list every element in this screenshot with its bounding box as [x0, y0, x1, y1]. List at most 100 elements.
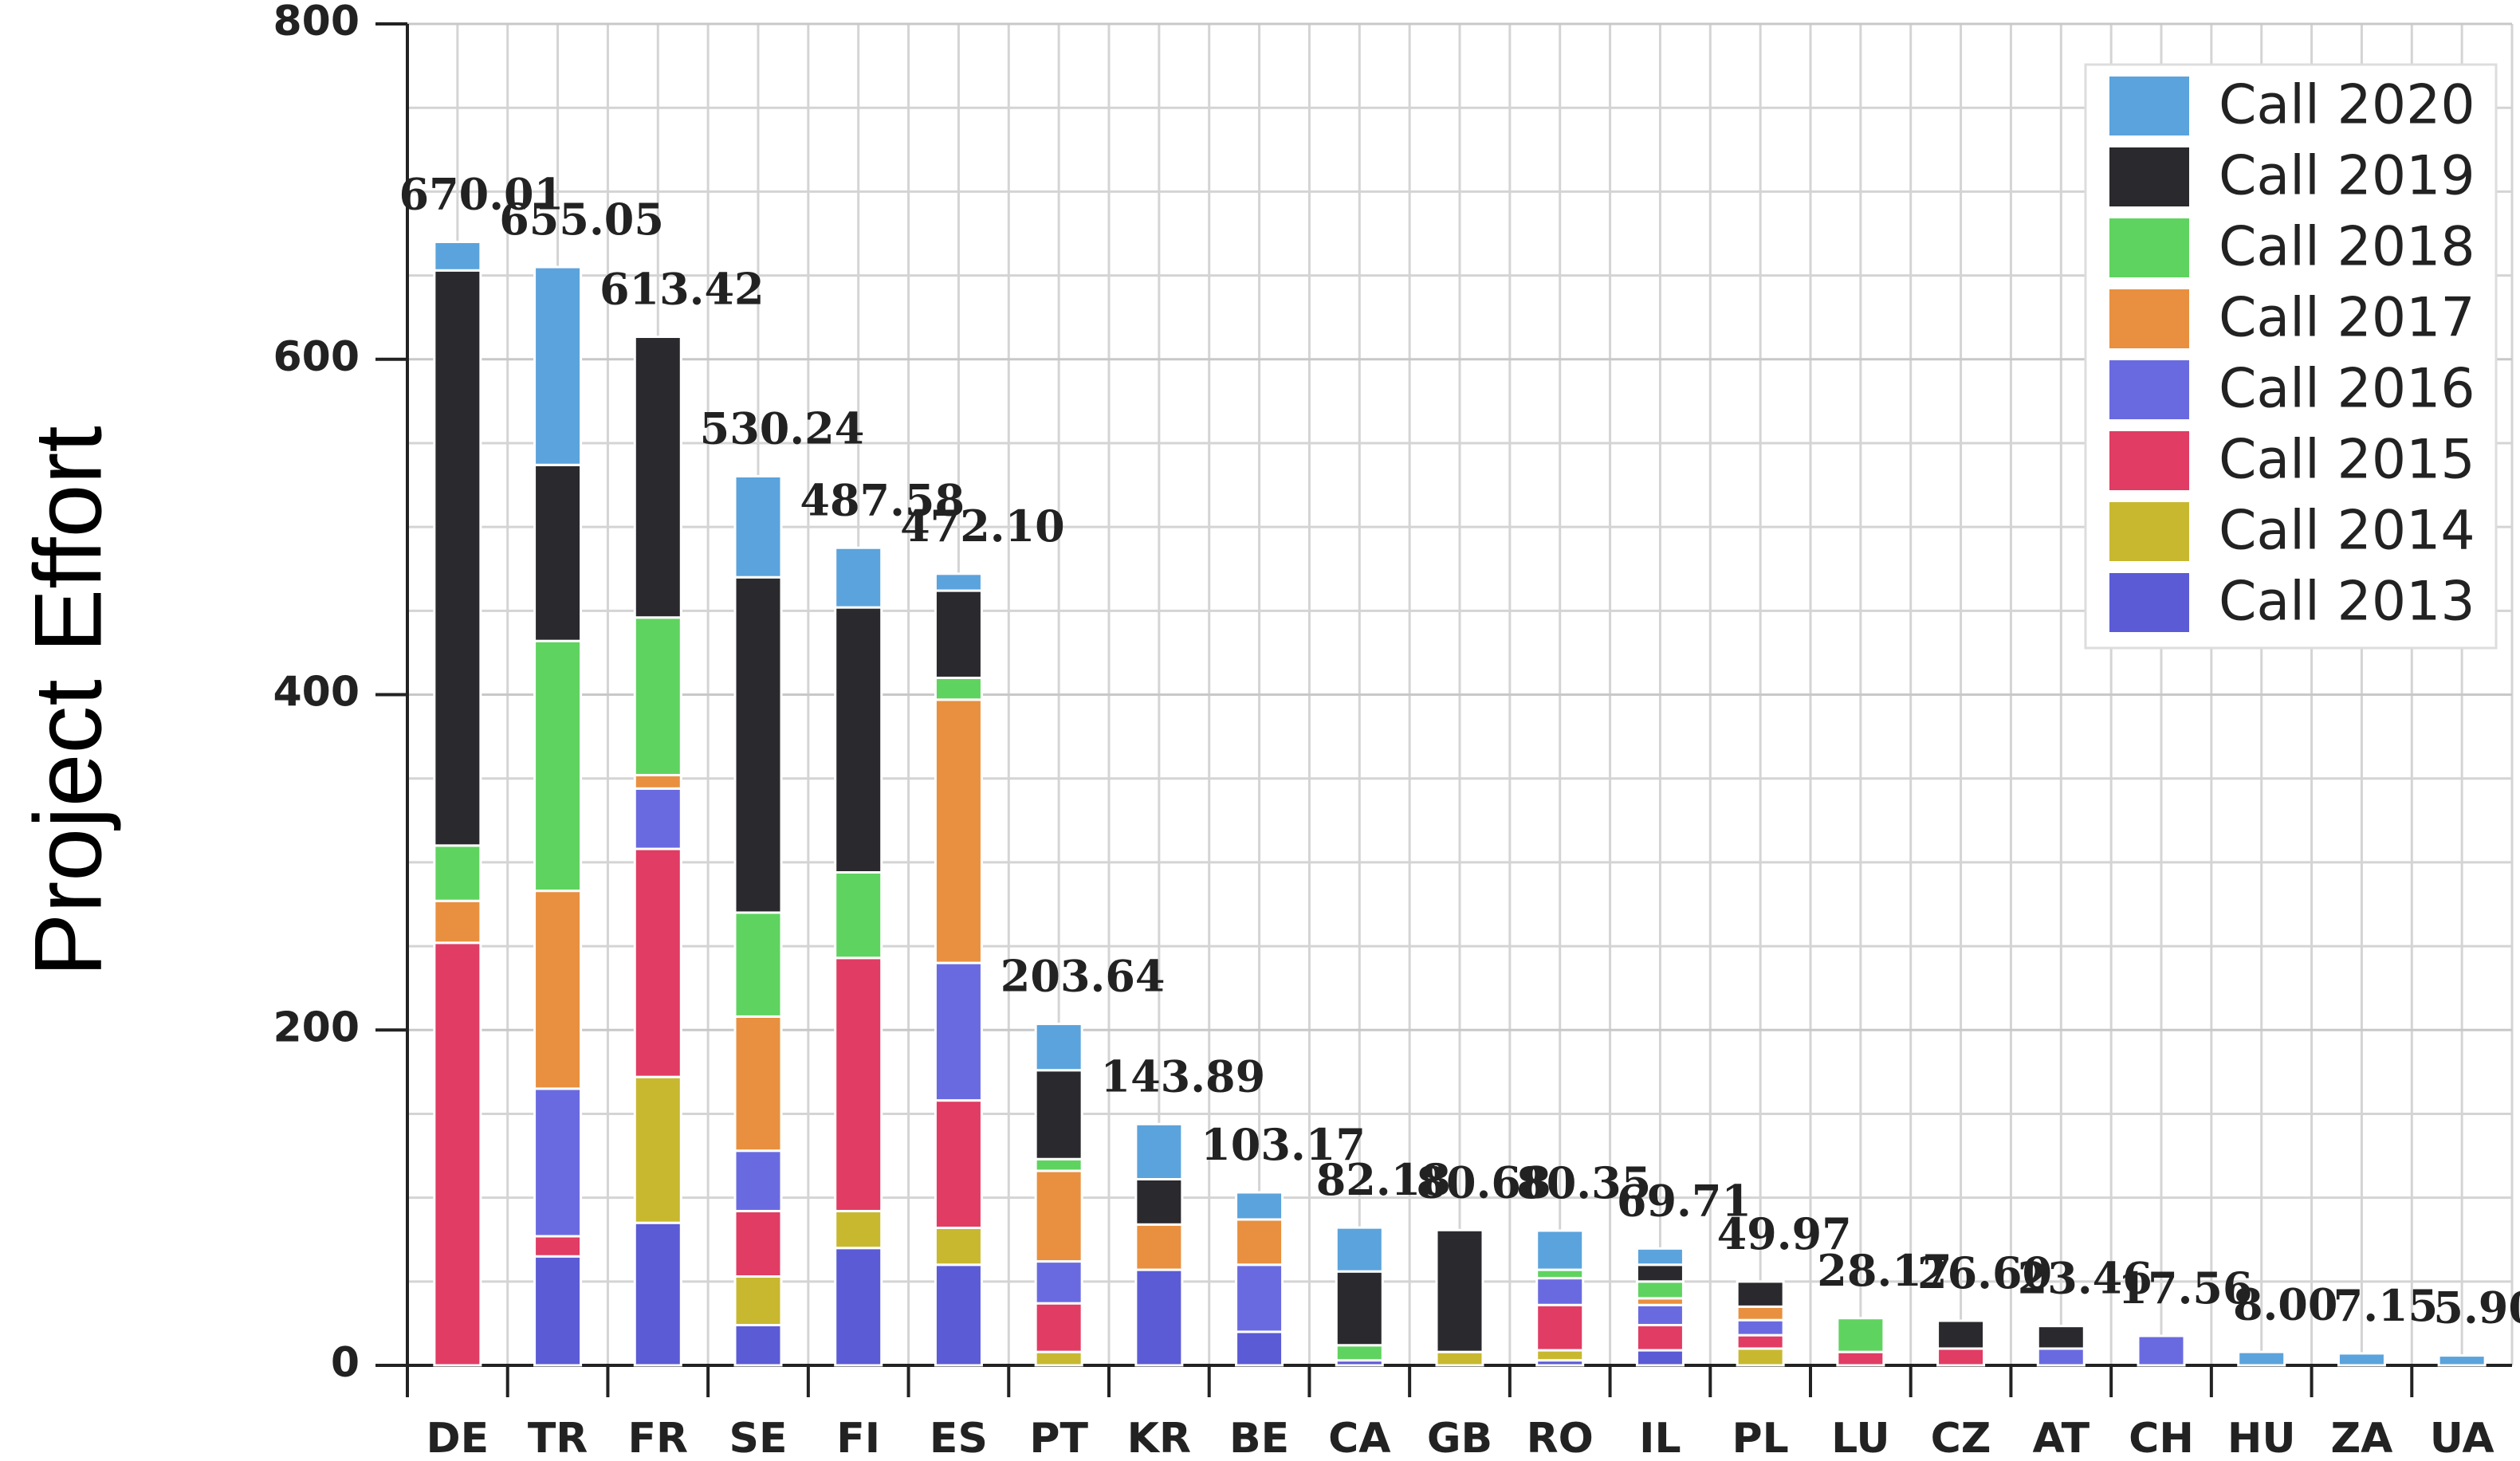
bar-segment [733, 1149, 783, 1212]
x-tick-label: FR [628, 1415, 689, 1461]
bar-segment [733, 1015, 783, 1153]
bar-segment [1235, 1263, 1284, 1333]
bar-segment [1635, 1263, 1685, 1283]
bar-segment [934, 698, 983, 964]
value-label: 28.17 [1817, 1245, 1952, 1296]
legend-swatch [2109, 289, 2189, 348]
bar-segment [1034, 1169, 1083, 1263]
value-label: 80.35 [1516, 1157, 1651, 1208]
value-label: 5.90 [2433, 1282, 2520, 1333]
bar-segment [2337, 1352, 2386, 1367]
bar-segment [533, 1087, 583, 1238]
bar-segment [1535, 1349, 1585, 1362]
bar-segment [1635, 1247, 1685, 1267]
bar-segment [1736, 1318, 1785, 1337]
value-label: 7.15 [2333, 1280, 2439, 1331]
bar-segment [633, 336, 682, 619]
y-tick-label: 800 [273, 0, 360, 45]
bar-segment [2036, 1325, 2086, 1350]
bar-segment [2237, 1350, 2286, 1367]
bar-segment [1435, 1228, 1484, 1353]
bar-segment [433, 240, 482, 272]
bar-segment [633, 1221, 682, 1367]
bar-segment [1034, 1023, 1083, 1072]
bar-segment [1034, 1302, 1083, 1353]
bar-segment [834, 1247, 883, 1367]
bar-segment [1936, 1319, 1986, 1350]
value-label: 143.89 [1101, 1051, 1266, 1102]
bar-segment [834, 1209, 883, 1250]
bar-segment [1034, 1069, 1083, 1161]
x-tick-label: IL [1639, 1415, 1681, 1461]
bar-segment [2036, 1347, 2086, 1367]
bar-segment [1535, 1268, 1585, 1280]
legend-swatch [2109, 431, 2189, 490]
bar-segment [733, 911, 783, 1018]
bar-segment [2437, 1354, 2487, 1367]
bar-segment [1335, 1344, 1384, 1362]
bar-segment [1635, 1303, 1685, 1327]
value-label: 613.42 [600, 264, 765, 315]
x-tick-label: ZA [2330, 1415, 2392, 1461]
y-tick-label: 600 [273, 333, 360, 381]
x-tick-label: FI [836, 1415, 880, 1461]
x-tick-label: UA [2430, 1415, 2494, 1461]
bar-segment [1235, 1330, 1284, 1367]
bar-segment [934, 572, 983, 592]
bar-segment [433, 844, 482, 902]
bar-segment [2137, 1334, 2186, 1367]
legend-swatch [2109, 147, 2189, 206]
bar-segment [1635, 1280, 1685, 1300]
bar-segment [1936, 1347, 1986, 1367]
bar-segment [834, 546, 883, 609]
legend-label: Call 2015 [2219, 429, 2475, 492]
value-label: 26.60 [1917, 1247, 2052, 1298]
bar-segment [633, 847, 682, 1078]
bar-segment [1736, 1280, 1785, 1308]
bar-segment [433, 899, 482, 945]
legend-label: Call 2020 [2219, 74, 2475, 137]
value-label: 103.17 [1201, 1119, 1366, 1170]
bar-segment [533, 890, 583, 1090]
legend-label: Call 2018 [2219, 216, 2475, 279]
bar-segment [533, 463, 583, 642]
bar-segment [834, 870, 883, 960]
x-tick-label: GB [1427, 1415, 1492, 1461]
bar-segment [1134, 1122, 1184, 1180]
x-tick-label: DE [427, 1415, 489, 1461]
bar-segment [1335, 1270, 1384, 1347]
bar-segment [1435, 1350, 1484, 1367]
bar-segment [1335, 1226, 1384, 1273]
bar-segment [834, 606, 883, 874]
bar-segment [633, 616, 682, 776]
x-tick-label: AT [2032, 1415, 2090, 1461]
bar-segment [733, 575, 783, 914]
value-label: 8.00 [2233, 1278, 2338, 1329]
bar-segment [934, 1263, 983, 1367]
value-label: 530.24 [700, 403, 865, 454]
value-label: 670.01 [399, 169, 564, 220]
legend-label: Call 2014 [2219, 500, 2475, 563]
bar-segment [633, 1075, 682, 1224]
bar-segment [633, 773, 682, 790]
bar-segment [733, 1275, 783, 1327]
bar-segment [934, 1226, 983, 1267]
bar-segment [1034, 1260, 1083, 1305]
bar-segment [1535, 1277, 1585, 1306]
bar-segment [533, 1235, 583, 1258]
bar-segment [934, 676, 983, 701]
value-label: 69.71 [1617, 1175, 1751, 1226]
x-tick-label: KR [1127, 1415, 1191, 1461]
bar-segment [1134, 1223, 1184, 1271]
legend-swatch [2109, 77, 2189, 135]
y-axis-label: Project Effort [15, 426, 122, 976]
x-tick-label: HU [2227, 1415, 2296, 1461]
bar-segment [934, 961, 983, 1102]
bar-segment [1034, 1157, 1083, 1172]
x-tick-label: ES [930, 1415, 988, 1461]
bar-segment [733, 1324, 783, 1367]
x-tick-label: CZ [1931, 1415, 1991, 1461]
bar-segment [533, 265, 583, 466]
x-tick-label: SE [729, 1415, 788, 1461]
